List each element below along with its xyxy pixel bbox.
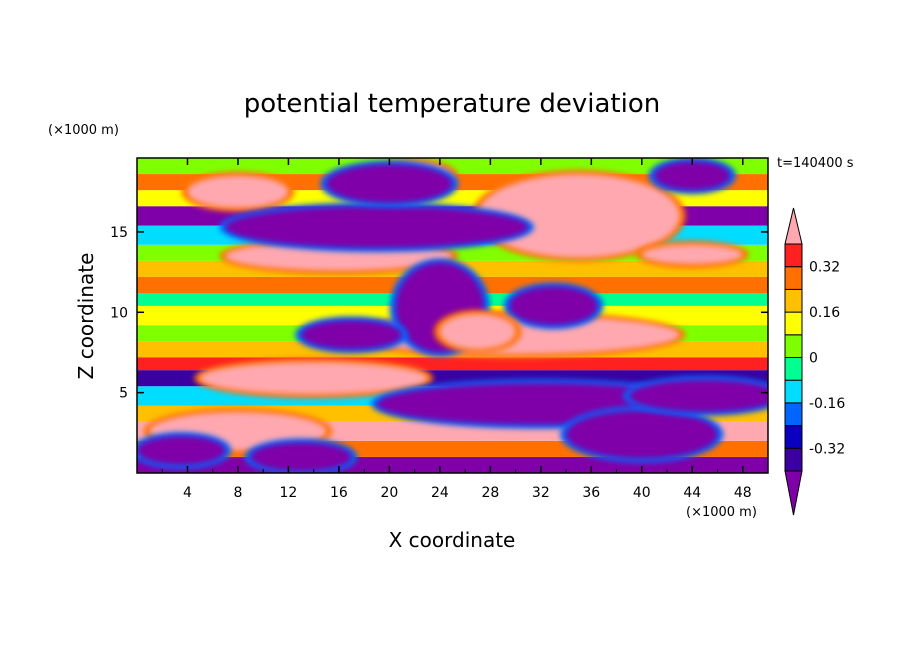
- x-tick-label: 28: [481, 485, 499, 501]
- field-cell-13: [326, 164, 453, 203]
- x-tick-label: 20: [380, 485, 398, 501]
- x-axis-ticks: 4 8 12 16 20 24 28 32 36 40 44 48: [161, 158, 752, 501]
- colorbar-box: [784, 425, 803, 449]
- field-cell-18: [439, 313, 516, 350]
- time-label: t=140400 s: [777, 156, 854, 171]
- field-cell-1: [200, 362, 428, 395]
- field-cell-6: [566, 410, 718, 459]
- y-tick-label: 15: [110, 225, 128, 241]
- features-layer: [137, 158, 768, 473]
- colorbar-top-arrow: [784, 207, 803, 245]
- x-tick-label: 8: [233, 485, 242, 501]
- colorbar-box: [784, 334, 803, 358]
- colorbar-box: [784, 311, 803, 336]
- x-tick-label: 12: [280, 485, 298, 501]
- field-cell-9: [477, 174, 680, 258]
- field-cell-16: [301, 320, 403, 350]
- colorbar-box: [784, 357, 803, 381]
- x-axis-label: X coordinate: [389, 528, 516, 552]
- x-tick-label: 24: [431, 485, 449, 501]
- field-cell-7: [629, 379, 768, 412]
- colorbar-box: [784, 402, 803, 427]
- x-tick-label: 4: [183, 485, 192, 501]
- y-axis-label: Z coordinate: [74, 253, 98, 380]
- colorbar-box: [784, 266, 803, 290]
- x-unit-label: (×1000 m): [686, 505, 757, 520]
- colorbar-box: [784, 379, 803, 404]
- colorbar-bottom-arrow: [784, 470, 803, 516]
- colorbar-box: [784, 288, 803, 313]
- field-band-18: [137, 158, 768, 175]
- colorbar-tick-label: 0.32: [809, 260, 840, 276]
- x-tick-label: 40: [633, 485, 651, 501]
- chart-title: potential temperature deviation: [244, 89, 660, 119]
- colorbar-tick-label: 0.16: [809, 305, 840, 321]
- y-tick-label: 10: [110, 305, 128, 321]
- x-tick-label: 36: [582, 485, 600, 501]
- field-cell-17: [509, 286, 598, 326]
- y-axis-ticks: 5 10 15: [110, 225, 768, 402]
- field-cell-14: [654, 161, 731, 191]
- y-unit-label: (×1000 m): [48, 123, 119, 138]
- colorbar-box: [784, 243, 803, 268]
- x-tick-label: 44: [683, 485, 701, 501]
- colorbar-tick-label: 0: [809, 351, 818, 367]
- colorbar-box: [784, 447, 803, 472]
- y-tick-label: 5: [119, 386, 128, 402]
- colorbar: -0.32 -0.16 0 0.16 0.32: [784, 207, 845, 516]
- field-cell-3: [137, 436, 226, 465]
- field-cell-12: [225, 206, 529, 248]
- plot-frame: [136, 157, 769, 474]
- x-tick-label: 48: [734, 485, 752, 501]
- x-tick-label: 32: [532, 485, 550, 501]
- colorbar-tick-label: -0.32: [809, 441, 845, 457]
- x-tick-label: 16: [330, 485, 348, 501]
- field-cell-19: [641, 244, 743, 265]
- field-cell-10: [187, 175, 289, 208]
- plot-area: [137, 158, 768, 473]
- field-cell-4: [250, 442, 352, 472]
- colorbar-tick-label: -0.16: [809, 396, 845, 412]
